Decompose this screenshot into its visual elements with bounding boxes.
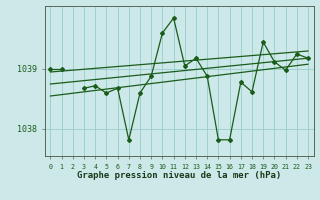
X-axis label: Graphe pression niveau de la mer (hPa): Graphe pression niveau de la mer (hPa) [77, 171, 281, 180]
